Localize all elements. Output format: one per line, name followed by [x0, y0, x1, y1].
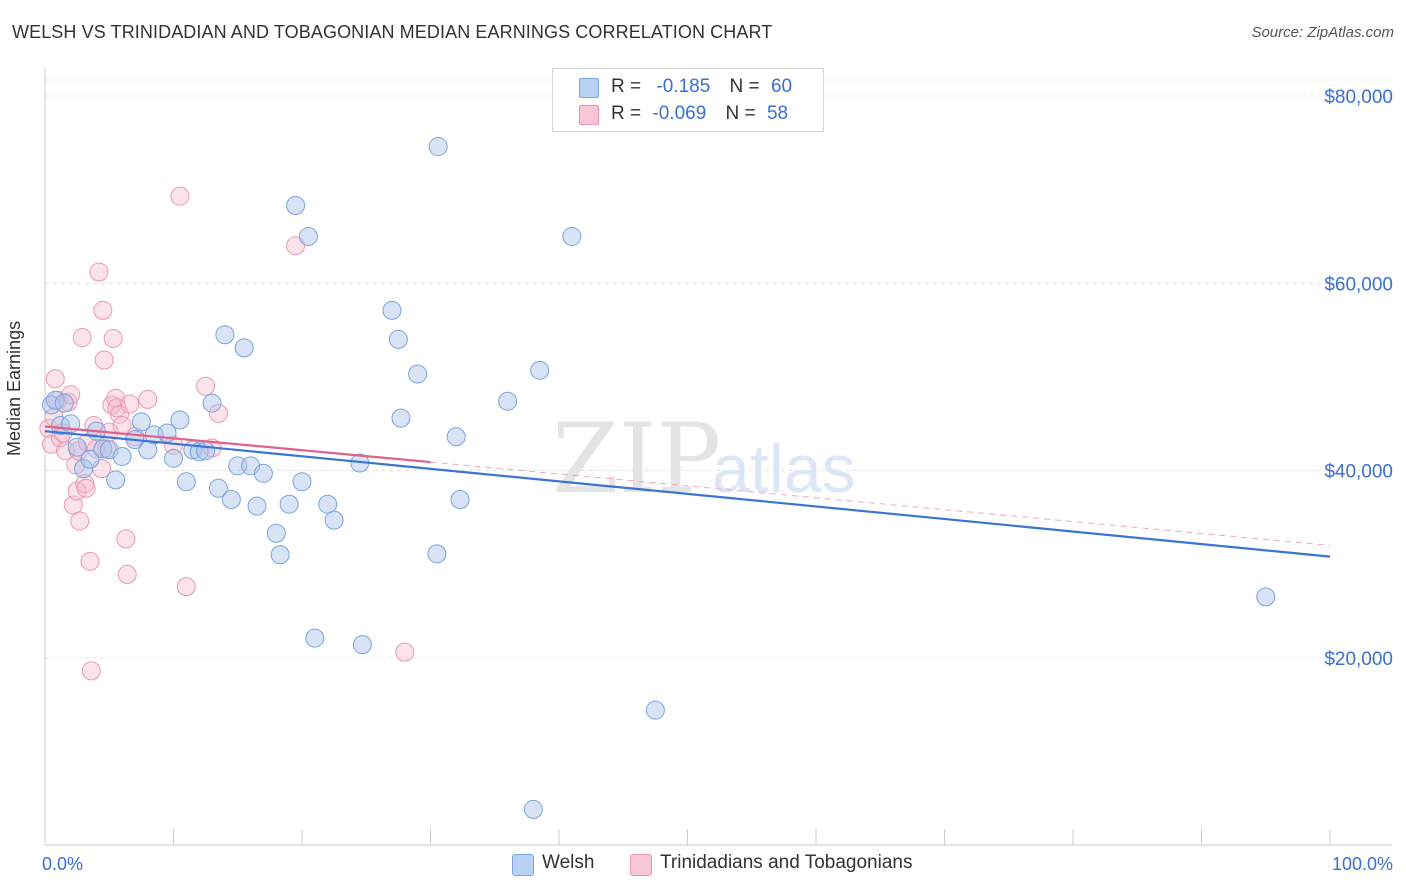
welsh-point [234, 338, 254, 358]
trini-point [70, 511, 90, 531]
welsh-point [266, 523, 286, 543]
watermark-zip: ZIP [552, 403, 721, 515]
welsh-point [247, 496, 267, 516]
welsh-point [645, 700, 665, 720]
welsh-point [196, 441, 216, 461]
welsh-point [170, 410, 190, 430]
bottom-welsh-swatch [512, 854, 534, 876]
trini-point [176, 577, 196, 597]
y-tick-label: $80,000 [1324, 87, 1393, 108]
trini-point [286, 236, 306, 256]
trini-point [89, 262, 109, 282]
trini-point [117, 564, 137, 584]
welsh-point [1256, 587, 1276, 607]
bottom-trini-swatch [630, 854, 652, 876]
trini-point [120, 394, 140, 414]
welsh-point [427, 544, 447, 564]
y-tick-label: $20,000 [1324, 649, 1393, 670]
welsh-point [253, 463, 273, 483]
welsh-point [112, 446, 132, 466]
chart-title: WELSH VS TRINIDADIAN AND TOBAGONIAN MEDI… [12, 22, 773, 42]
welsh-point [54, 393, 74, 413]
trini-r-value: -0.069 [652, 103, 707, 124]
x-tick-label-min: 0.0% [42, 854, 83, 874]
trini-point [45, 369, 65, 389]
welsh-point [221, 490, 241, 510]
welsh-point [286, 196, 306, 216]
welsh-point [74, 459, 94, 479]
welsh-point [318, 494, 338, 514]
welsh-point [202, 393, 222, 413]
welsh-point [408, 364, 428, 384]
x-tick-label-max: 100.0% [1332, 854, 1393, 874]
welsh-point [391, 408, 411, 428]
welsh-point [164, 448, 183, 468]
welsh-point [67, 437, 87, 457]
welsh-point [382, 300, 402, 320]
welsh-point [93, 439, 113, 459]
welsh-trend-line [44, 430, 1331, 558]
bottom-welsh-label: Welsh [542, 852, 595, 873]
welsh-point [215, 325, 235, 345]
welsh-point [298, 226, 318, 246]
trini-point [76, 478, 96, 498]
correlation-legend: R = -0.185 N = 60 R = -0.069 N = 58 [552, 68, 824, 132]
welsh-n-value: 60 [770, 76, 793, 97]
welsh-point [450, 490, 470, 510]
welsh-point [388, 329, 408, 349]
welsh-point [446, 427, 466, 447]
welsh-point [208, 478, 228, 498]
welsh-r-label: R = [611, 76, 642, 97]
trini-point [116, 529, 136, 549]
welsh-point [530, 360, 550, 380]
trini-n-label: N = [725, 103, 756, 124]
trini-point [208, 403, 228, 423]
trini-point [72, 328, 92, 348]
welsh-point [428, 137, 448, 157]
legend-welsh-text: R = -0.185 N = 60 [611, 76, 792, 98]
welsh-n-label: N = [729, 76, 760, 97]
welsh-point [292, 472, 312, 492]
welsh-point [270, 545, 290, 565]
trini-point [110, 404, 130, 424]
trini-point [81, 661, 101, 681]
trini-point [170, 186, 190, 206]
welsh-point [324, 510, 344, 530]
welsh-point [80, 449, 100, 469]
welsh-r-value: -0.185 [656, 76, 711, 97]
welsh-point [498, 391, 518, 411]
welsh-point [176, 472, 196, 492]
trini-trend-extension [430, 461, 1331, 546]
trini-point [93, 300, 113, 320]
trini-n-value: 58 [766, 103, 789, 124]
welsh-point [562, 226, 582, 246]
welsh-point [106, 470, 126, 490]
source-label: Source: ZipAtlas.com [1251, 24, 1394, 41]
trini-point [103, 328, 123, 348]
trini-point [395, 642, 415, 662]
welsh-point [131, 412, 151, 432]
trini-point [138, 389, 158, 409]
trini-r-label: R = [611, 103, 642, 124]
welsh-point [523, 799, 543, 819]
welsh-point [305, 628, 325, 648]
welsh-swatch [579, 78, 599, 98]
bottom-trini-label: Trinidadians and Tobagonians [660, 852, 913, 873]
trini-swatch [579, 105, 599, 125]
legend-trini-text: R = -0.069 N = 58 [611, 103, 788, 125]
trini-point [196, 376, 216, 396]
y-tick-label: $60,000 [1324, 274, 1393, 295]
trini-trend-line [44, 425, 431, 464]
trini-point [80, 551, 100, 571]
welsh-point [352, 635, 372, 655]
y-tick-label: $40,000 [1324, 462, 1393, 483]
watermark-atlas: atlas [712, 431, 856, 507]
trini-point [94, 350, 114, 370]
welsh-point [279, 494, 299, 514]
